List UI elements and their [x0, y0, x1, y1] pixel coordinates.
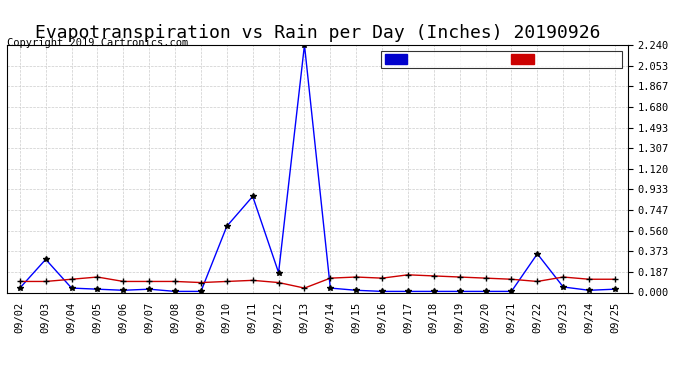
Title: Evapotranspiration vs Rain per Day (Inches) 20190926: Evapotranspiration vs Rain per Day (Inch… — [34, 24, 600, 42]
Legend: Rain  (Inches), ET  (Inches): Rain (Inches), ET (Inches) — [382, 51, 622, 68]
Text: Copyright 2019 Cartronics.com: Copyright 2019 Cartronics.com — [7, 38, 188, 48]
